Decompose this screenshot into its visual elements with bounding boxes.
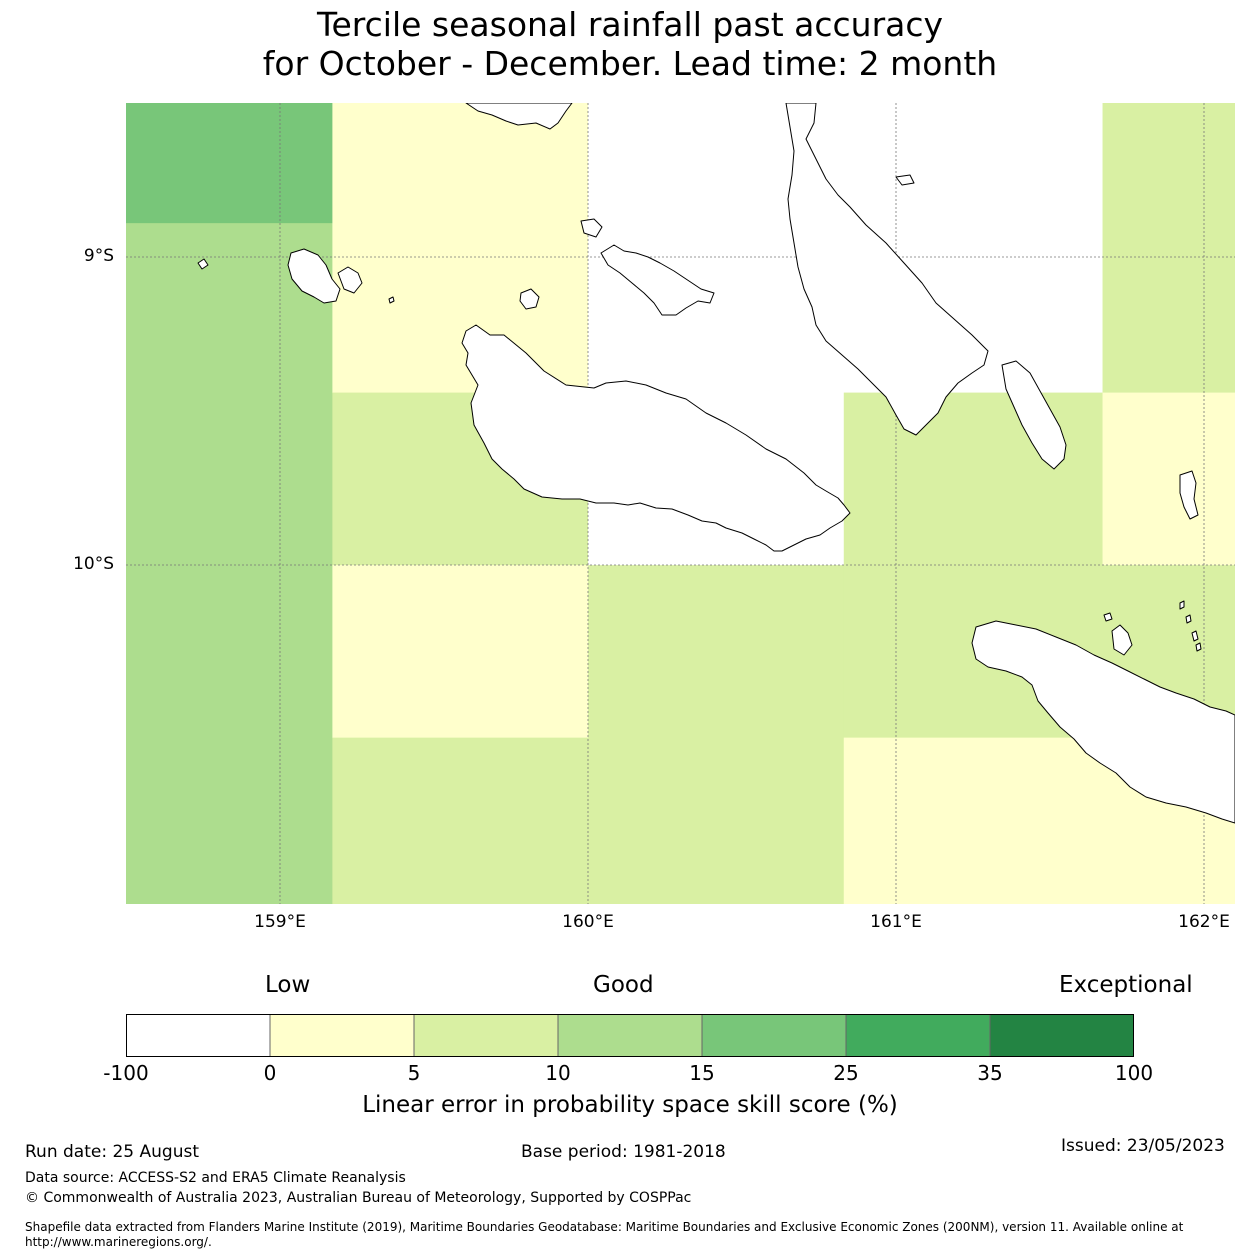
- coastline-savo-island: [519, 288, 540, 310]
- coastline-new-georgia-fragment: [465, 103, 573, 130]
- grid-cell-0: [126, 103, 333, 224]
- lon-label-161e: 161°E: [870, 912, 922, 932]
- colorbar-swatch-2: [413, 1013, 559, 1058]
- grid-cell-4: [332, 565, 589, 739]
- coastlines: [197, 103, 1235, 824]
- coastline-islet-a: [580, 218, 603, 238]
- coastline-ulawa-island: [1179, 470, 1199, 520]
- colorbar-heading-exceptional: Exceptional: [1059, 972, 1193, 998]
- colorbar-tick: 15: [689, 1061, 715, 1085]
- colorbar-swatch-3: [557, 1013, 703, 1058]
- run-date: Run date: 25 August: [25, 1142, 199, 1162]
- grid-cell-13: [1102, 392, 1235, 566]
- coastline-islet-e: [1111, 624, 1133, 656]
- colorbar-tick: 35: [977, 1061, 1003, 1085]
- coastline-nggela-islands: [600, 244, 715, 316]
- coastline-russell-east: [337, 266, 363, 294]
- coastline-islet-g: [1179, 600, 1185, 610]
- base-period: Base period: 1981-2018: [521, 1142, 726, 1162]
- colorbar-swatch-6: [989, 1013, 1135, 1058]
- map-canvas: [126, 103, 1235, 904]
- colorbar-tick: 100: [1114, 1061, 1154, 1085]
- coastline-small-malaita: [1001, 360, 1067, 470]
- colorbar-label: Linear error in probability space skill …: [362, 1092, 898, 1118]
- data-source: Data source: ACCESS-S2 and ERA5 Climate …: [25, 1170, 406, 1186]
- grid-cell-5: [332, 737, 589, 904]
- grid-cell-12: [1102, 103, 1235, 394]
- map-panel: [126, 103, 1235, 904]
- chart-title-line1: Tercile seasonal rainfall past accuracy: [316, 5, 944, 44]
- colorbar-tick: 25: [833, 1061, 859, 1085]
- coastline-islet-j: [1195, 642, 1202, 652]
- grid-cell-11: [843, 737, 1104, 904]
- colorbar-tick: 0: [263, 1061, 277, 1085]
- coastline-islet-i: [1191, 630, 1199, 642]
- colorbar-heading-low: Low: [265, 972, 311, 998]
- issued-date: Issued: 23/05/2023: [1061, 1136, 1225, 1156]
- colorbar: [125, 1013, 1135, 1058]
- copyright-notice: © Commonwealth of Australia 2023, Austra…: [25, 1190, 692, 1206]
- coastline-guadalcanal: [461, 324, 851, 552]
- shapefile-credit-line1: Shapefile data extracted from Flanders M…: [25, 1220, 1184, 1234]
- colorbar-border: [126, 1014, 1134, 1057]
- coastline-islet-c: [388, 296, 395, 304]
- lat-label-10s: 10°S: [73, 554, 114, 574]
- colorbar-tick: 10: [545, 1061, 571, 1085]
- coastline-makira: [971, 620, 1235, 824]
- colorbar-tick: 5: [407, 1061, 421, 1085]
- coastline-islet-f: [1103, 612, 1113, 622]
- chart-title-line2: for October - December. Lead time: 2 mon…: [262, 44, 998, 83]
- colorbar-swatch-0: [125, 1013, 271, 1058]
- colorbar-swatches: [125, 1013, 1135, 1058]
- grid-cell-2: [332, 103, 589, 394]
- lon-label-160e: 160°E: [562, 912, 614, 932]
- coastline-islet-d: [895, 174, 915, 186]
- coastline-malaita: [785, 103, 989, 436]
- colorbar-swatch-4: [701, 1013, 847, 1058]
- lon-label-159e: 159°E: [254, 912, 306, 932]
- lat-label-9s: 9°S: [83, 246, 114, 266]
- coastline-islet-h: [1185, 614, 1192, 624]
- coastline-russell-islands: [287, 248, 341, 304]
- grid-cell-9: [843, 392, 1104, 566]
- shapefile-credit-line2: http://www.marineregions.org/.: [25, 1235, 212, 1249]
- lon-label-162e: 162°E: [1178, 912, 1230, 932]
- grid-cell-1: [126, 223, 333, 904]
- coastline-islet-b: [197, 258, 209, 270]
- grid-cell-7: [588, 565, 845, 904]
- colorbar-heading-good: Good: [593, 972, 654, 998]
- colorbar-swatch-1: [269, 1013, 415, 1058]
- colorbar-swatch-5: [845, 1013, 991, 1058]
- colorbar-tick: -100: [103, 1061, 149, 1085]
